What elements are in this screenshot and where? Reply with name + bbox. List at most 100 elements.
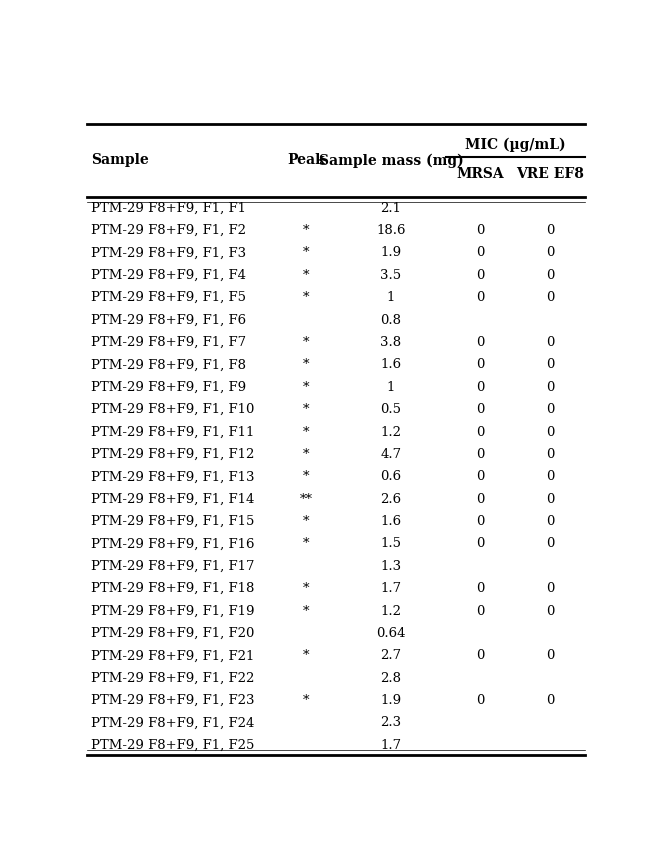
Text: 1.3: 1.3: [380, 560, 401, 573]
Text: PTM-29 F8+F9, F1, F22: PTM-29 F8+F9, F1, F22: [91, 672, 255, 685]
Text: 0.5: 0.5: [380, 403, 401, 416]
Text: 0: 0: [476, 247, 485, 260]
Text: 1.9: 1.9: [380, 694, 401, 707]
Text: 4.7: 4.7: [380, 448, 401, 461]
Text: 1.2: 1.2: [380, 426, 401, 439]
Text: *: *: [303, 694, 310, 707]
Text: 0: 0: [476, 358, 485, 371]
Text: *: *: [303, 247, 310, 260]
Text: 0.6: 0.6: [380, 471, 401, 484]
Text: *: *: [303, 336, 310, 349]
Text: 0: 0: [546, 426, 554, 439]
Text: 1.7: 1.7: [380, 739, 401, 752]
Text: 0: 0: [546, 471, 554, 484]
Text: PTM-29 F8+F9, F1, F24: PTM-29 F8+F9, F1, F24: [91, 716, 255, 729]
Text: Peak: Peak: [287, 153, 325, 168]
Text: *: *: [303, 426, 310, 439]
Text: 0: 0: [476, 694, 485, 707]
Text: 2.1: 2.1: [380, 202, 401, 215]
Text: 0: 0: [476, 269, 485, 282]
Text: 1: 1: [387, 292, 395, 304]
Text: 2.6: 2.6: [380, 493, 401, 506]
Text: *: *: [303, 381, 310, 394]
Text: PTM-29 F8+F9, F1, F10: PTM-29 F8+F9, F1, F10: [91, 403, 255, 416]
Text: 1.6: 1.6: [380, 515, 401, 528]
Text: PTM-29 F8+F9, F1, F5: PTM-29 F8+F9, F1, F5: [91, 292, 246, 304]
Text: PTM-29 F8+F9, F1, F23: PTM-29 F8+F9, F1, F23: [91, 694, 255, 707]
Text: *: *: [303, 650, 310, 663]
Text: 0: 0: [476, 336, 485, 349]
Text: 0.64: 0.64: [377, 627, 406, 640]
Text: PTM-29 F8+F9, F1, F17: PTM-29 F8+F9, F1, F17: [91, 560, 255, 573]
Text: 0: 0: [546, 515, 554, 528]
Text: 0: 0: [546, 403, 554, 416]
Text: MIC (µg/mL): MIC (µg/mL): [465, 138, 566, 152]
Text: PTM-29 F8+F9, F1, F12: PTM-29 F8+F9, F1, F12: [91, 448, 255, 461]
Text: PTM-29 F8+F9, F1, F9: PTM-29 F8+F9, F1, F9: [91, 381, 246, 394]
Text: 1.6: 1.6: [380, 358, 401, 371]
Text: 0: 0: [476, 381, 485, 394]
Text: 0: 0: [476, 448, 485, 461]
Text: *: *: [303, 471, 310, 484]
Text: 0: 0: [476, 224, 485, 237]
Text: 0: 0: [546, 650, 554, 663]
Text: *: *: [303, 448, 310, 461]
Text: 0: 0: [546, 537, 554, 550]
Text: PTM-29 F8+F9, F1, F14: PTM-29 F8+F9, F1, F14: [91, 493, 255, 506]
Text: 18.6: 18.6: [377, 224, 406, 237]
Text: 0: 0: [546, 493, 554, 506]
Text: *: *: [303, 292, 310, 304]
Text: 2.8: 2.8: [380, 672, 401, 685]
Text: MRSA: MRSA: [457, 168, 504, 182]
Text: PTM-29 F8+F9, F1, F6: PTM-29 F8+F9, F1, F6: [91, 314, 246, 327]
Text: 0: 0: [546, 582, 554, 595]
Text: *: *: [303, 224, 310, 237]
Text: 0: 0: [476, 471, 485, 484]
Text: 1.7: 1.7: [380, 582, 401, 595]
Text: 2.3: 2.3: [380, 716, 401, 729]
Text: 0: 0: [476, 582, 485, 595]
Text: 0: 0: [546, 448, 554, 461]
Text: *: *: [303, 358, 310, 371]
Text: *: *: [303, 605, 310, 618]
Text: PTM-29 F8+F9, F1, F13: PTM-29 F8+F9, F1, F13: [91, 471, 255, 484]
Text: 1.5: 1.5: [380, 537, 401, 550]
Text: 0: 0: [476, 605, 485, 618]
Text: 0: 0: [546, 605, 554, 618]
Text: PTM-29 F8+F9, F1, F16: PTM-29 F8+F9, F1, F16: [91, 537, 255, 550]
Text: *: *: [303, 515, 310, 528]
Text: Sample mass (mg): Sample mass (mg): [319, 153, 463, 168]
Text: 1: 1: [387, 381, 395, 394]
Text: PTM-29 F8+F9, F1, F15: PTM-29 F8+F9, F1, F15: [91, 515, 255, 528]
Text: PTM-29 F8+F9, F1, F19: PTM-29 F8+F9, F1, F19: [91, 605, 255, 618]
Text: PTM-29 F8+F9, F1, F4: PTM-29 F8+F9, F1, F4: [91, 269, 246, 282]
Text: Sample: Sample: [91, 153, 149, 168]
Text: 1.2: 1.2: [380, 605, 401, 618]
Text: 0: 0: [546, 381, 554, 394]
Text: 0: 0: [476, 426, 485, 439]
Text: PTM-29 F8+F9, F1, F2: PTM-29 F8+F9, F1, F2: [91, 224, 246, 237]
Text: VRE EF8: VRE EF8: [516, 168, 584, 182]
Text: 0: 0: [546, 358, 554, 371]
Text: PTM-29 F8+F9, F1, F3: PTM-29 F8+F9, F1, F3: [91, 247, 246, 260]
Text: *: *: [303, 582, 310, 595]
Text: PTM-29 F8+F9, F1, F21: PTM-29 F8+F9, F1, F21: [91, 650, 255, 663]
Text: 0: 0: [546, 292, 554, 304]
Text: 0: 0: [546, 694, 554, 707]
Text: 0: 0: [476, 403, 485, 416]
Text: 3.5: 3.5: [380, 269, 401, 282]
Text: 2.7: 2.7: [380, 650, 401, 663]
Text: 0: 0: [476, 292, 485, 304]
Text: PTM-29 F8+F9, F1, F1: PTM-29 F8+F9, F1, F1: [91, 202, 246, 215]
Text: PTM-29 F8+F9, F1, F8: PTM-29 F8+F9, F1, F8: [91, 358, 246, 371]
Text: 0: 0: [546, 247, 554, 260]
Text: 0: 0: [476, 650, 485, 663]
Text: 1.9: 1.9: [380, 247, 401, 260]
Text: 0: 0: [546, 269, 554, 282]
Text: PTM-29 F8+F9, F1, F18: PTM-29 F8+F9, F1, F18: [91, 582, 255, 595]
Text: 0: 0: [476, 515, 485, 528]
Text: PTM-29 F8+F9, F1, F25: PTM-29 F8+F9, F1, F25: [91, 739, 255, 752]
Text: *: *: [303, 403, 310, 416]
Text: PTM-29 F8+F9, F1, F7: PTM-29 F8+F9, F1, F7: [91, 336, 246, 349]
Text: *: *: [303, 269, 310, 282]
